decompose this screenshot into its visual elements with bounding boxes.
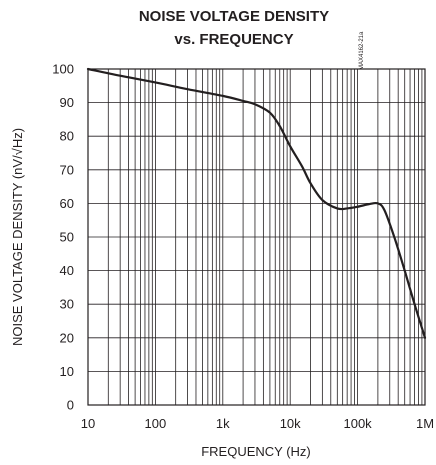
noise-density-curve <box>86 67 427 339</box>
y-tick-label: 60 <box>60 196 74 211</box>
y-axis-label: NOISE VOLTAGE DENSITY (nV/√Hz) <box>10 128 25 346</box>
x-tick-label: 10 <box>81 416 95 431</box>
chart-title-line-1: NOISE VOLTAGE DENSITY <box>139 8 329 25</box>
y-tick-label: 40 <box>60 263 74 278</box>
y-tick-label: 30 <box>60 297 74 312</box>
x-tick-label: 10k <box>280 416 301 431</box>
chart-title-line-2: vs. FREQUENCY <box>174 31 293 48</box>
y-tick-label: 90 <box>60 95 74 110</box>
graph-id-label: MAX4162-21a <box>359 31 365 70</box>
x-tick-label: 1k <box>216 416 230 431</box>
chart-grid <box>88 69 425 405</box>
y-tick-label: 0 <box>67 398 74 413</box>
x-axis-ticks: 10 100 1k 10k 100k 1M <box>81 416 434 431</box>
x-tick-label: 100 <box>145 416 167 431</box>
x-tick-label: 1M <box>416 416 434 431</box>
y-tick-label: 20 <box>60 330 74 345</box>
y-tick-label: 70 <box>60 162 74 177</box>
plot-frame <box>87 68 426 406</box>
y-tick-label: 10 <box>60 364 74 379</box>
y-tick-label: 50 <box>60 230 74 245</box>
x-axis-label: FREQUENCY (Hz) <box>201 444 311 459</box>
x-tick-label: 100k <box>343 416 372 431</box>
y-tick-label: 80 <box>60 129 74 144</box>
y-axis-ticks: 0 10 20 30 40 50 60 70 80 90 100 <box>52 62 74 413</box>
y-tick-label: 100 <box>52 62 74 77</box>
